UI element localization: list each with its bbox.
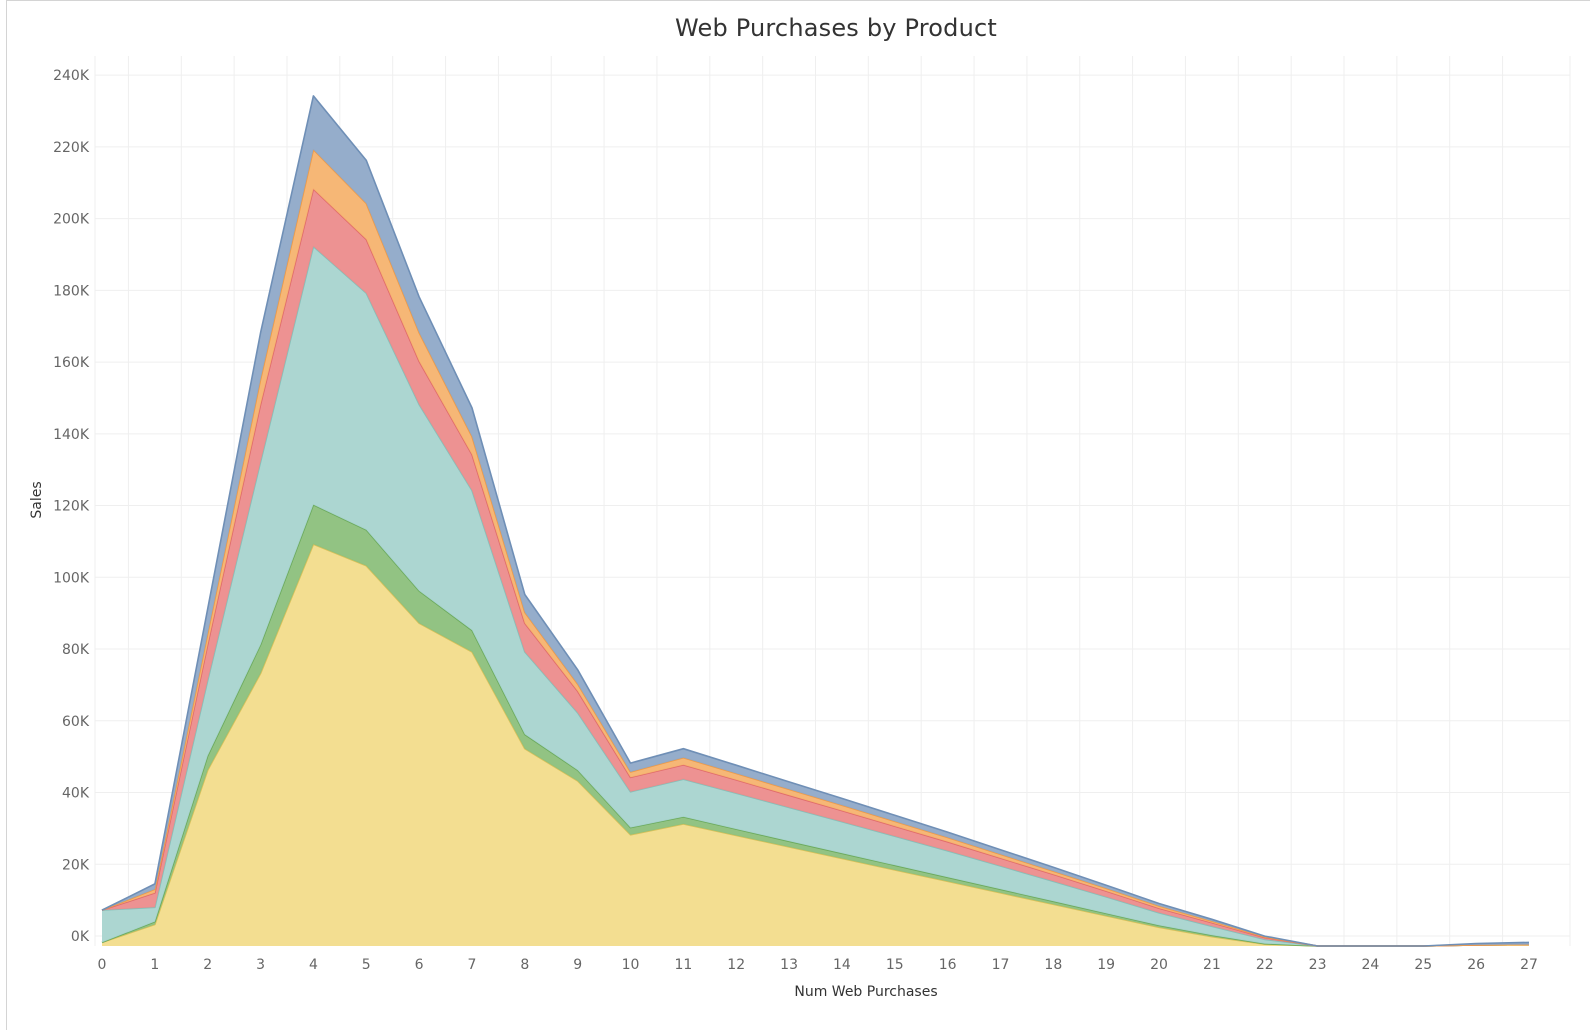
y-tick-label: 180K	[53, 283, 90, 299]
y-tick-label: 40K	[62, 786, 90, 802]
x-tick-label: 8	[520, 957, 529, 973]
x-tick-label: 2	[203, 957, 212, 973]
y-tick-label: 80K	[62, 642, 90, 658]
y-tick-label: 200K	[53, 212, 90, 228]
series-line-5	[101, 95, 1530, 947]
y-tick-label: 160K	[53, 355, 90, 371]
y-tick-label: 240K	[53, 68, 90, 84]
x-tick-label: 19	[1097, 957, 1115, 973]
x-tick-label: 9	[573, 957, 582, 973]
x-tick-label: 7	[468, 957, 477, 973]
x-tick-label: 4	[309, 957, 318, 973]
series-areas	[101, 95, 1530, 947]
x-tick-label: 16	[939, 957, 957, 973]
x-tick-label: 13	[780, 957, 798, 973]
chart-title: Web Purchases by Product	[674, 14, 998, 42]
x-tick-label: 10	[622, 957, 640, 973]
y-tick-label: 0K	[71, 929, 90, 945]
x-tick-label: 12	[727, 957, 745, 973]
x-tick-label: 23	[1309, 957, 1327, 973]
x-tick-label: 26	[1467, 957, 1485, 973]
x-tick-label: 1	[150, 957, 159, 973]
x-tick-label: 5	[362, 957, 371, 973]
y-tick-label: 120K	[53, 499, 90, 515]
x-tick-label: 3	[256, 957, 265, 973]
x-tick-label: 0	[98, 957, 107, 973]
y-tick-label: 220K	[53, 140, 90, 156]
x-tick-label: 18	[1044, 957, 1062, 973]
y-axis-title: Sales	[29, 481, 45, 518]
x-tick-label: 11	[674, 957, 692, 973]
x-axis-title: Num Web Purchases	[794, 984, 937, 1000]
x-tick-label: 27	[1520, 957, 1538, 973]
x-tick-label: 6	[415, 957, 424, 973]
x-tick-label: 24	[1362, 957, 1380, 973]
y-tick-label: 100K	[53, 570, 90, 586]
x-tick-label: 20	[1150, 957, 1168, 973]
y-tick-label: 140K	[53, 427, 90, 443]
y-axis-labels: 0K 20K 40K 60K 80K 100K 120K 140K 160K 180K 200K 22…	[53, 68, 90, 945]
x-tick-label: 15	[886, 957, 904, 973]
x-tick-label: 14	[833, 957, 851, 973]
x-axis-labels: 0 1 2 3 4 5 6 7 8 9 10 11 12 13 14 15 16 17 18 19 20 21 22 23 24…	[98, 957, 1538, 973]
x-tick-label: 25	[1414, 957, 1432, 973]
x-tick-label: 22	[1256, 957, 1274, 973]
y-tick-label: 20K	[62, 857, 90, 873]
x-tick-label: 17	[992, 957, 1010, 973]
y-tick-label: 60K	[62, 714, 90, 730]
x-tick-label: 21	[1203, 957, 1221, 973]
